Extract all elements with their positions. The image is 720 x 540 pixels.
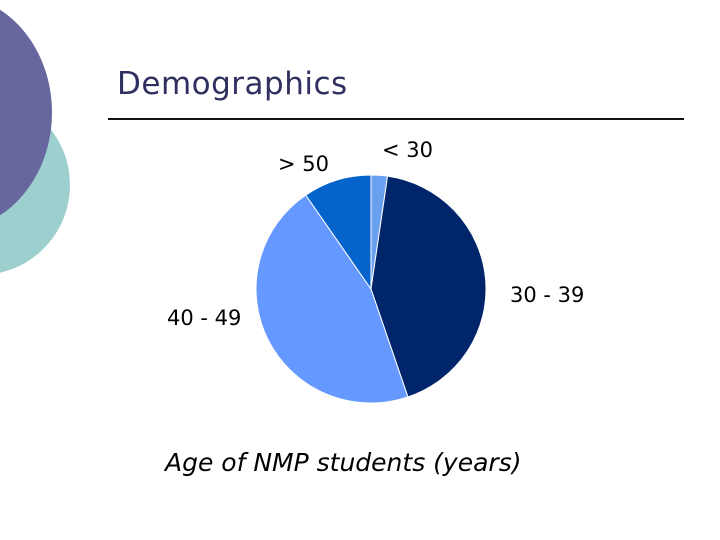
chart-title: Age of NMP students (years) [165,448,522,477]
slice-label-under-30: < 30 [382,138,433,162]
title-underline [108,118,684,120]
slice-label-30-39: 30 - 39 [510,283,584,307]
pie-slices [255,174,487,404]
pie-slice-40-49 [255,194,409,404]
pie-slice-30-39 [370,175,487,398]
slide-title: Demographics [117,66,348,102]
slice-label-over-50: > 50 [278,152,329,176]
pie-slice-over-50 [305,174,372,291]
slice-label-40-49: 40 - 49 [167,306,241,330]
